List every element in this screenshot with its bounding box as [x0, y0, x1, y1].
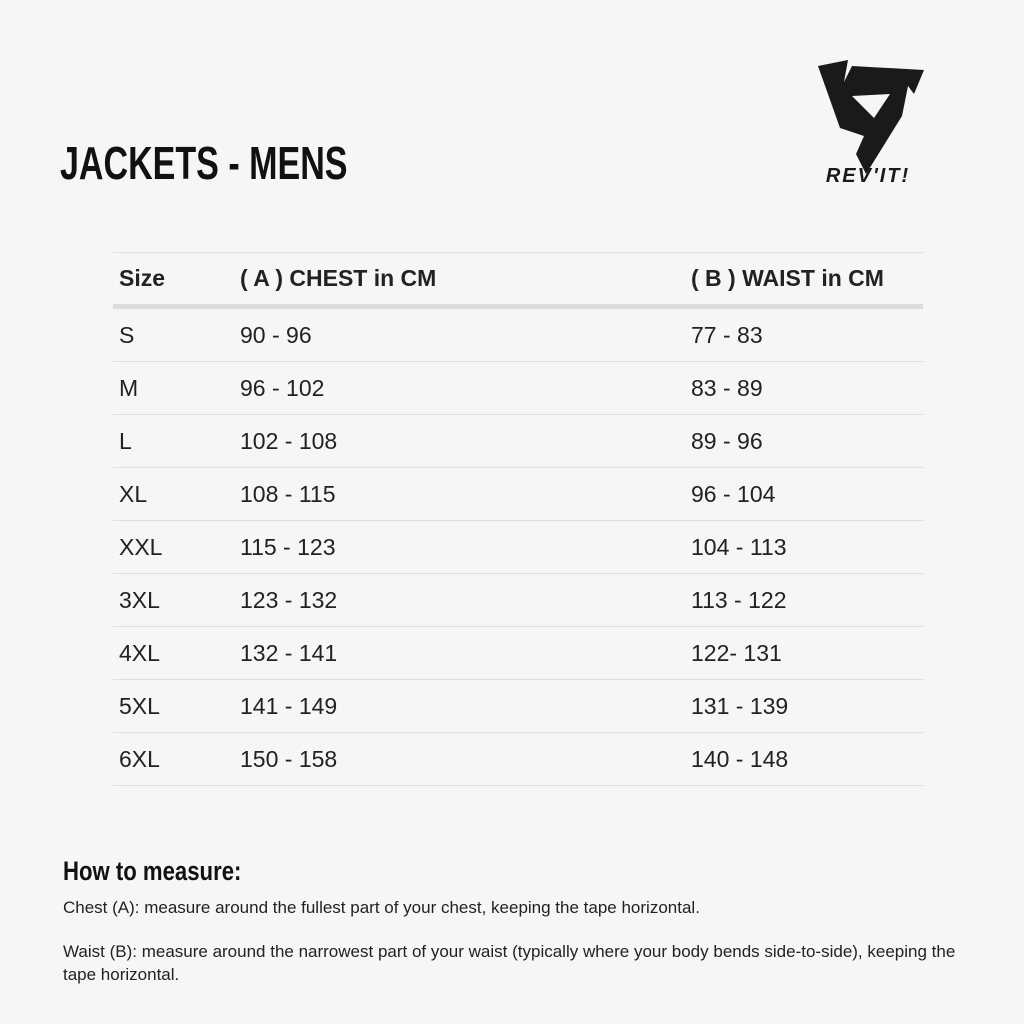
- table-row: 3XL 123 - 132 113 - 122: [113, 574, 923, 627]
- page-title: JACKETS - MENS: [60, 137, 348, 189]
- waist-cell: 83 - 89: [691, 374, 763, 401]
- size-cell: XXL: [119, 533, 163, 560]
- table-row: XL 108 - 115 96 - 104: [113, 468, 923, 521]
- table-row: L 102 - 108 89 - 96: [113, 415, 923, 468]
- chest-instruction: Chest (A): measure around the fullest pa…: [63, 898, 700, 917]
- table-row: 6XL 150 - 158 140 - 148: [113, 733, 923, 786]
- waist-cell: 122- 131: [691, 639, 782, 666]
- table-row: XXL 115 - 123 104 - 113: [113, 521, 923, 574]
- waist-cell: 140 - 148: [691, 745, 789, 772]
- chest-cell: 102 - 108: [240, 427, 338, 454]
- size-cell: 4XL: [119, 639, 160, 666]
- table-row: 4XL 132 - 141 122- 131: [113, 627, 923, 680]
- chest-cell: 150 - 158: [240, 745, 338, 772]
- size-cell: 6XL: [119, 745, 160, 772]
- revit-logo: REV'IT!: [818, 60, 924, 186]
- table-row: M 96 - 102 83 - 89: [113, 362, 923, 415]
- waist-cell: 104 - 113: [691, 533, 787, 560]
- waist-cell: 113 - 122: [691, 586, 787, 613]
- waist-cell: 131 - 139: [691, 692, 789, 719]
- waist-cell: 89 - 96: [691, 427, 763, 454]
- chest-cell: 132 - 141: [240, 639, 338, 666]
- chest-cell: 90 - 96: [240, 321, 312, 348]
- size-cell: M: [119, 374, 139, 401]
- chest-cell: 141 - 149: [240, 692, 338, 719]
- waist-instruction: Waist (B): measure around the narrowest …: [63, 942, 956, 984]
- header-size: Size: [119, 265, 166, 291]
- chest-cell: 115 - 123: [240, 533, 336, 560]
- size-table: Size ( A ) CHEST in CM ( B ) WAIST in CM…: [113, 252, 923, 786]
- header-waist: ( B ) WAIST in CM: [691, 265, 884, 291]
- table-row: 5XL 141 - 149 131 - 139: [113, 680, 923, 733]
- table-header: Size ( A ) CHEST in CM ( B ) WAIST in CM: [113, 253, 923, 309]
- header-chest: ( A ) CHEST in CM: [240, 265, 437, 291]
- size-cell: S: [119, 321, 135, 348]
- table-row: S 90 - 96 77 - 83: [113, 309, 923, 362]
- size-cell: 3XL: [119, 586, 160, 613]
- waist-cell: 96 - 104: [691, 480, 776, 507]
- chest-cell: 96 - 102: [240, 374, 325, 401]
- chest-cell: 123 - 132: [240, 586, 338, 613]
- chest-cell: 108 - 115: [240, 480, 336, 507]
- waist-cell: 77 - 83: [691, 321, 763, 348]
- svg-text:REV'IT!: REV'IT!: [826, 165, 910, 186]
- size-cell: L: [119, 427, 132, 454]
- size-cell: XL: [119, 480, 148, 507]
- how-to-heading: How to measure:: [63, 856, 242, 886]
- size-cell: 5XL: [119, 692, 160, 719]
